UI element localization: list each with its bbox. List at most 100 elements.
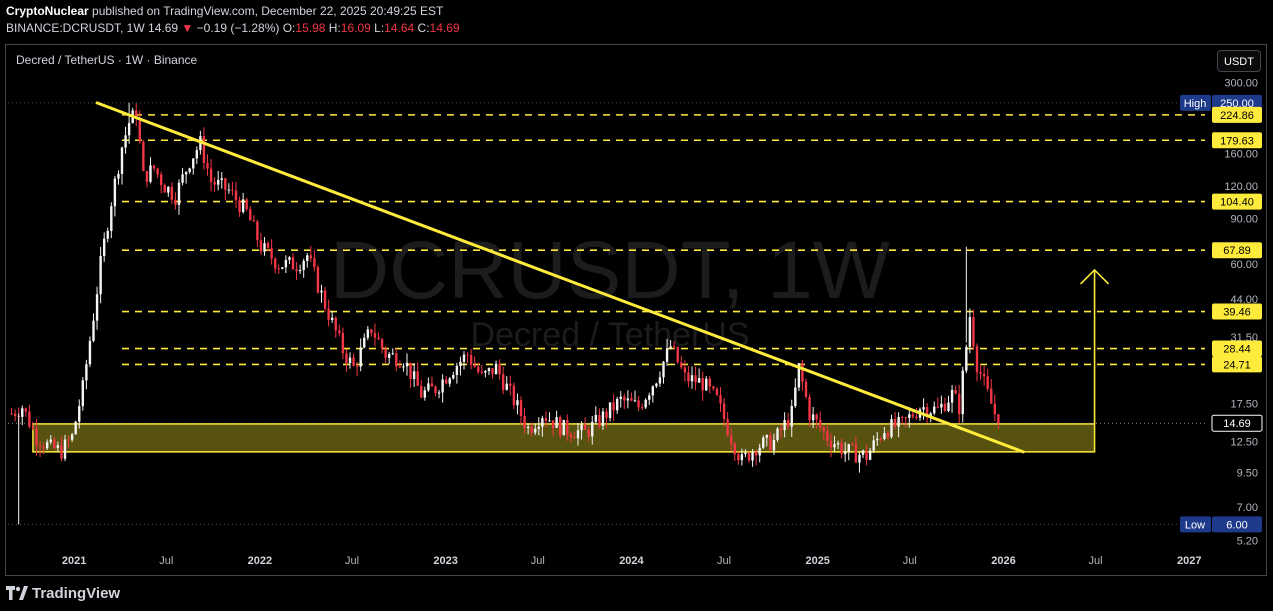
tradingview-footer[interactable]: TradingView — [6, 583, 120, 603]
candle — [612, 394, 615, 421]
price-axis-label: 120.00 — [1224, 181, 1258, 193]
candle-body — [555, 417, 558, 428]
price-axis[interactable]: 300.00160.00120.0090.0060.0044.0031.5017… — [1224, 77, 1258, 547]
candle-body — [530, 427, 533, 433]
candle — [562, 419, 565, 436]
candle — [523, 408, 526, 434]
candle — [259, 232, 263, 255]
candle-body — [110, 206, 113, 231]
candle — [854, 436, 858, 463]
candle-body — [512, 385, 516, 406]
candle-body — [270, 247, 273, 259]
candle-body — [829, 440, 833, 448]
candle-body — [804, 381, 808, 398]
time-axis-label: 2027 — [1177, 555, 1201, 567]
candle-body — [687, 372, 690, 382]
candle — [847, 443, 850, 461]
candle-body — [690, 375, 694, 382]
candle — [740, 448, 744, 466]
candle — [256, 219, 259, 248]
candle — [398, 360, 402, 369]
candle-body — [526, 427, 530, 429]
candle — [648, 392, 651, 405]
candle — [526, 423, 530, 435]
candle-body — [238, 200, 241, 213]
candle-body — [99, 256, 102, 295]
candle — [573, 432, 576, 439]
candle-body — [441, 379, 444, 393]
candle — [216, 170, 220, 191]
candle-body — [779, 428, 783, 431]
candle-body — [402, 366, 405, 368]
candle — [808, 394, 811, 427]
candle — [754, 449, 758, 466]
candle — [619, 391, 622, 408]
candle-body — [544, 418, 548, 421]
candle-body — [737, 454, 740, 461]
chart-legend-title[interactable]: Decred / TetherUS · 1W · Binance — [16, 53, 198, 67]
candle-body — [295, 269, 298, 272]
candle-body — [88, 340, 92, 365]
candle — [922, 398, 925, 420]
candle-body — [615, 398, 619, 411]
price-axis-label: 90.00 — [1230, 213, 1258, 225]
candle-body — [594, 414, 598, 422]
candle — [501, 366, 505, 395]
candle — [530, 422, 533, 437]
candle-body — [733, 443, 736, 455]
candle-body — [879, 438, 883, 440]
time-axis[interactable]: 2021 Jul 2022 Jul 2023 Jul 2024 Jul 2025 Jul 2026 J… — [62, 555, 1202, 567]
candle — [423, 386, 427, 401]
candle-body — [120, 147, 124, 174]
price-axis-label: 44.00 — [1230, 294, 1258, 306]
candle-body — [145, 170, 149, 182]
candle-body — [195, 150, 199, 159]
candle-body — [729, 435, 733, 444]
candle — [366, 325, 370, 341]
candle — [416, 362, 419, 386]
candle — [405, 353, 409, 376]
candle-body — [263, 243, 266, 252]
price-axis-label: 7.00 — [1237, 502, 1258, 514]
candle — [662, 360, 665, 384]
candle-body — [316, 267, 320, 293]
candle — [124, 126, 127, 154]
candle-body — [655, 383, 658, 387]
candle-body — [950, 389, 954, 403]
candle-body — [551, 420, 555, 428]
candle — [352, 353, 355, 367]
candle — [277, 264, 280, 275]
candle-body — [754, 451, 758, 456]
candle — [174, 192, 177, 210]
candle — [630, 392, 633, 402]
price-badge-value: 28.44 — [1223, 344, 1251, 356]
candle — [886, 430, 890, 440]
time-axis-label: 2021 — [62, 555, 86, 567]
candle-body — [854, 444, 858, 463]
candle-body — [252, 220, 256, 222]
candle-body — [847, 444, 850, 452]
candle — [67, 435, 70, 448]
candle — [865, 444, 868, 466]
candle-body — [498, 363, 501, 375]
candle-body — [897, 416, 900, 427]
candle-body — [541, 418, 544, 427]
candle — [815, 413, 818, 429]
candle-body — [883, 433, 886, 439]
candle — [509, 375, 512, 396]
candle — [170, 182, 174, 204]
candle — [583, 417, 587, 430]
candle — [437, 389, 441, 399]
candle-body — [288, 257, 291, 260]
candle-body — [452, 374, 455, 379]
price-badge-box — [1212, 242, 1262, 259]
candle — [231, 181, 234, 196]
candle — [249, 205, 252, 221]
currency-button[interactable]: USDT — [1217, 50, 1261, 72]
candle — [900, 415, 904, 425]
candle — [544, 411, 548, 428]
candle — [227, 183, 231, 194]
candle-body — [241, 199, 245, 213]
publisher-name[interactable]: CryptoNuclear — [6, 4, 89, 18]
